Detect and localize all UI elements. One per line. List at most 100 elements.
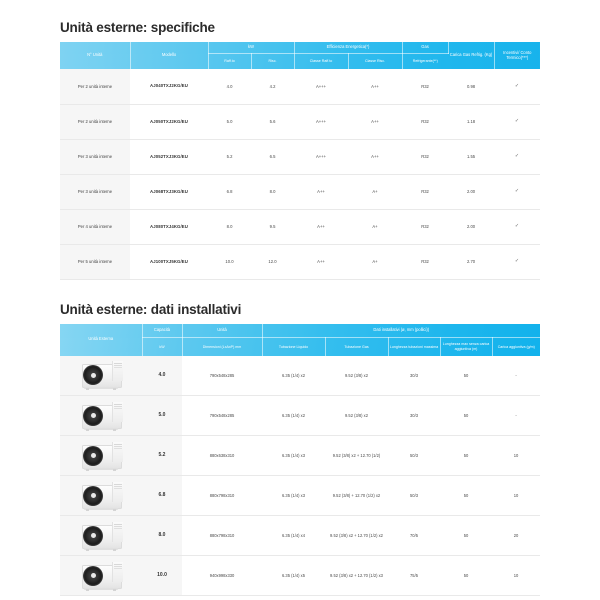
carica-gas-cell: 1.55 <box>448 139 495 175</box>
carica-aggiuntiva-cell: 10 <box>492 435 541 476</box>
classe-riscaldamento-cell: A+ <box>348 174 403 210</box>
kw-raffreddamento-cell: 5.2 <box>208 139 251 175</box>
incentivi-cell: ✓ <box>494 244 541 280</box>
kw-riscaldamento-cell: 8.0 <box>251 174 295 210</box>
classe-raffreddamento-cell: A++ <box>294 244 349 280</box>
lunghezza-massima-cell: 75/5 <box>388 555 440 596</box>
table-row: Per 2 unità interne AJ040TXJ2KG/EU 4.0 4.2 A… <box>60 69 541 105</box>
gas-cell: R32 <box>402 244 449 280</box>
outdoor-unit-image <box>60 475 142 516</box>
tubazione-gas-cell: 9.52 (3/8) x2 + 12.70 (1/2) x3 <box>325 555 388 596</box>
classe-riscaldamento-cell: A++ <box>348 104 403 140</box>
table-row: 4.0 790x548x285 6.35 (1/4) x2 9.52 (3/8) x2… <box>60 355 541 396</box>
col-header-modello: Modello <box>130 42 209 69</box>
table-specifiche: N° Unità Modello kW Efficienza Energetic… <box>60 42 541 280</box>
classe-riscaldamento-cell: A+ <box>348 209 403 245</box>
unita-cell: Per 3 unità interne <box>60 139 130 175</box>
lunghezza-massima-cell: 50/3 <box>388 475 440 516</box>
outdoor-unit-icon <box>78 521 124 551</box>
modello-cell: AJ068TXJ3KG/EU <box>130 174 208 210</box>
outdoor-unit-image <box>60 355 142 396</box>
kw-riscaldamento-cell: 6.5 <box>251 139 295 175</box>
lunghezza-massima-cell: 30/3 <box>388 395 440 436</box>
col-header-capacita-kw: kW <box>142 337 183 356</box>
table-row: 5.2 880x638x310 6.35 (1/4) x3 9.52 (3/8) x2… <box>60 435 541 476</box>
kw-riscaldamento-cell: 5.6 <box>251 104 295 140</box>
col-header-efficienza-group: Efficienza Energetica(*) <box>294 42 403 54</box>
modello-cell: AJ080TXJ4KG/EU <box>130 209 208 245</box>
lunghezza-senza-carica-cell: 50 <box>440 355 492 396</box>
carica-gas-cell: 2.00 <box>448 174 495 210</box>
capacita-cell: 6.8 <box>142 475 182 516</box>
table-row: 10.0 940x998x330 6.35 (1/4) x5 9.52 (3/8) x… <box>60 555 541 596</box>
gas-cell: R32 <box>402 139 449 175</box>
outdoor-unit-icon <box>78 481 124 511</box>
tubazione-liquido-cell: 6.35 (1/4) x3 <box>262 475 325 516</box>
col-header-lunghezza-senza-carica: Lunghezza max senza carica aggiuntiva (m… <box>440 337 493 356</box>
table-row: 8.0 880x798x310 6.35 (1/4) x4 9.52 (3/8) x2… <box>60 515 541 556</box>
kw-riscaldamento-cell: 12.0 <box>251 244 295 280</box>
lunghezza-massima-cell: 30/3 <box>388 355 440 396</box>
table-row: Per 3 unità interne AJ052TXJ3KG/EU 5.2 6.5 A… <box>60 139 541 175</box>
col-header-kw-raffreddamento: Raff.to <box>208 53 252 69</box>
outdoor-unit-image <box>60 515 142 556</box>
kw-riscaldamento-cell: 4.2 <box>251 69 295 105</box>
col-header-dimensioni: Dimensioni (LxAxP) mm <box>182 337 263 356</box>
carica-aggiuntiva-cell: 20 <box>492 515 541 556</box>
table-installativi: Unità Esterna Capacità Unità Dati instal… <box>60 323 541 596</box>
table-row: 6.8 880x798x310 6.35 (1/4) x3 9.52 (3/8) + … <box>60 475 541 516</box>
table-specifiche-head: N° Unità Modello kW Efficienza Energetic… <box>60 42 541 69</box>
outdoor-unit-image <box>60 395 142 436</box>
kw-raffreddamento-cell: 10.0 <box>208 244 251 280</box>
page-title-specifiche: Unità esterne: specifiche <box>60 20 215 35</box>
carica-gas-cell: 1.18 <box>448 104 495 140</box>
tubazione-liquido-cell: 6.35 (1/4) x5 <box>262 555 325 596</box>
carica-aggiuntiva-cell: - <box>492 355 541 396</box>
lunghezza-massima-cell: 70/5 <box>388 515 440 556</box>
col-header-unita: N° Unità <box>60 42 131 69</box>
incentivi-cell: ✓ <box>494 209 541 245</box>
carica-gas-cell: 2.00 <box>448 209 495 245</box>
tubazione-gas-cell: 9.52 (3/8) + 12.70 (1/2) x2 <box>325 475 388 516</box>
col-header-tubazione-liquido: Tubazione Liquido <box>262 337 326 356</box>
col-header-unita-group: Unità <box>182 323 263 338</box>
tubazione-liquido-cell: 6.35 (1/4) x3 <box>262 435 325 476</box>
lunghezza-senza-carica-cell: 50 <box>440 555 492 596</box>
carica-gas-cell: 2.70 <box>448 244 495 280</box>
kw-riscaldamento-cell: 9.5 <box>251 209 295 245</box>
col-header-classe-riscaldamento: Classe Risc. <box>348 53 403 69</box>
classe-raffreddamento-cell: A++ <box>294 209 349 245</box>
incentivi-cell: ✓ <box>494 174 541 210</box>
gas-cell: R32 <box>402 104 449 140</box>
carica-gas-cell: 0.98 <box>448 69 495 105</box>
kw-raffreddamento-cell: 6.8 <box>208 174 251 210</box>
table-row: 5.0 790x548x285 6.35 (1/4) x2 9.52 (3/8) x2… <box>60 395 541 436</box>
capacita-cell: 5.0 <box>142 395 182 436</box>
outdoor-unit-image <box>60 555 142 596</box>
classe-raffreddamento-cell: A+++ <box>294 69 349 105</box>
col-header-incentivi: Incentivi/ Conto Termico(***) <box>503 49 532 60</box>
tubazione-liquido-cell: 6.35 (1/4) x4 <box>262 515 325 556</box>
lunghezza-senza-carica-cell: 50 <box>440 435 492 476</box>
col-header-classe-raffreddamento: Classe Raff.to <box>294 53 349 69</box>
table-installativi-head: Unità Esterna Capacità Unità Dati instal… <box>60 323 541 356</box>
lunghezza-senza-carica-cell: 50 <box>440 395 492 436</box>
col-header-gas-group: Gas <box>402 42 449 54</box>
dimensioni-cell: 880x638x310 <box>182 435 262 476</box>
kw-raffreddamento-cell: 8.0 <box>208 209 251 245</box>
tubazione-gas-cell: 9.52 (3/8) x2 <box>325 355 388 396</box>
classe-raffreddamento-cell: A+++ <box>294 139 349 175</box>
capacita-cell: 4.0 <box>142 355 182 396</box>
dimensioni-cell: 880x798x310 <box>182 515 262 556</box>
gas-cell: R32 <box>402 174 449 210</box>
page-title-installativi: Unità esterne: dati installativi <box>60 301 242 317</box>
col-header-kw-riscaldamento: Risc. <box>251 53 295 69</box>
table-specifiche-body: Per 2 unità interne AJ040TXJ2KG/EU 4.0 4.2 A… <box>60 69 541 280</box>
outdoor-unit-icon <box>78 441 124 471</box>
tubazione-liquido-cell: 6.35 (1/4) x2 <box>262 395 325 436</box>
classe-raffreddamento-cell: A+++ <box>294 104 349 140</box>
gas-cell: R32 <box>402 209 449 245</box>
unita-cell: Per 5 unità interne <box>60 244 130 280</box>
table-row: Per 2 unità interne AJ050TXJ2KG/EU 5.0 5.6 A… <box>60 104 541 140</box>
tubazione-gas-cell: 9.52 (3/8) x2 + 12.70 (1/2) <box>325 435 388 476</box>
